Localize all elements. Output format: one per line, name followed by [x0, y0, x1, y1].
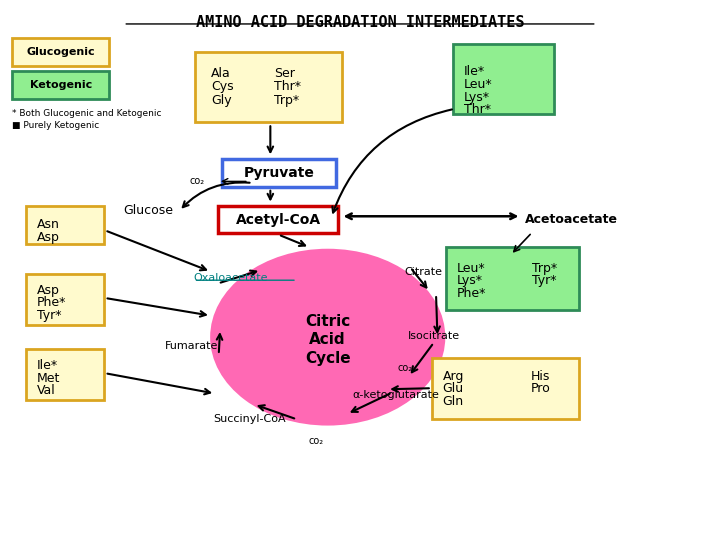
Text: Gly: Gly — [211, 94, 231, 107]
Text: Tyr*: Tyr* — [37, 309, 62, 322]
Text: Lys*: Lys* — [464, 91, 490, 104]
Text: Pyruvate: Pyruvate — [243, 166, 315, 180]
Text: Leu*: Leu* — [456, 262, 485, 275]
Text: Phe*: Phe* — [456, 287, 486, 300]
Text: ■ Purely Ketogenic: ■ Purely Ketogenic — [12, 120, 99, 130]
Text: Trp*: Trp* — [532, 262, 557, 275]
Text: * Both Glucogenic and Ketogenic: * Both Glucogenic and Ketogenic — [12, 109, 162, 118]
FancyBboxPatch shape — [222, 159, 336, 187]
Text: Glucogenic: Glucogenic — [27, 47, 95, 57]
Text: Ile*: Ile* — [464, 65, 485, 78]
Text: Asn: Asn — [37, 218, 60, 232]
Text: Asp: Asp — [37, 231, 60, 244]
Text: Trp*: Trp* — [274, 94, 299, 107]
Text: Glu: Glu — [443, 382, 464, 395]
Text: Ser: Ser — [274, 67, 294, 80]
Text: Cycle: Cycle — [305, 351, 351, 366]
Text: Ile*: Ile* — [37, 359, 58, 372]
Text: Isocitrate: Isocitrate — [408, 330, 460, 341]
Text: Asp: Asp — [37, 284, 60, 297]
FancyBboxPatch shape — [27, 349, 104, 400]
Text: Succinyl-CoA: Succinyl-CoA — [213, 414, 286, 424]
Text: Acetyl-CoA: Acetyl-CoA — [235, 213, 321, 226]
Text: co₂: co₂ — [189, 176, 204, 186]
Text: Met: Met — [37, 372, 60, 384]
FancyBboxPatch shape — [27, 274, 104, 325]
Text: Val: Val — [37, 384, 56, 397]
Text: co₂: co₂ — [397, 363, 413, 373]
FancyBboxPatch shape — [432, 357, 579, 420]
Text: Cys: Cys — [211, 80, 233, 93]
Text: Citrate: Citrate — [405, 267, 443, 276]
Circle shape — [212, 250, 444, 424]
FancyBboxPatch shape — [195, 52, 342, 122]
FancyBboxPatch shape — [12, 38, 109, 66]
FancyBboxPatch shape — [453, 44, 554, 114]
Text: Oxaloacetate: Oxaloacetate — [194, 273, 268, 282]
Text: Arg: Arg — [443, 370, 464, 383]
Text: Gln: Gln — [443, 395, 464, 408]
FancyBboxPatch shape — [218, 206, 338, 233]
Text: Phe*: Phe* — [37, 296, 67, 309]
Text: Fumarate: Fumarate — [165, 341, 218, 352]
Text: Thr*: Thr* — [464, 104, 491, 117]
FancyBboxPatch shape — [446, 247, 579, 310]
Text: Acetoacetate: Acetoacetate — [525, 213, 618, 226]
Text: Lys*: Lys* — [456, 274, 483, 287]
Text: Leu*: Leu* — [464, 78, 492, 91]
Text: co₂: co₂ — [308, 436, 323, 446]
FancyBboxPatch shape — [27, 206, 104, 244]
Text: AMINO ACID DEGRADATION INTERMEDIATES: AMINO ACID DEGRADATION INTERMEDIATES — [196, 15, 524, 30]
Text: Ketogenic: Ketogenic — [30, 80, 92, 90]
Text: Pro: Pro — [531, 382, 551, 395]
Text: Citric: Citric — [305, 314, 351, 328]
FancyBboxPatch shape — [12, 71, 109, 99]
Text: Thr*: Thr* — [274, 80, 301, 93]
Text: Tyr*: Tyr* — [532, 274, 557, 287]
Text: α-ketoglutarate: α-ketoglutarate — [353, 390, 440, 400]
Text: His: His — [531, 370, 550, 383]
Text: Acid: Acid — [310, 332, 346, 347]
Text: Ala: Ala — [211, 67, 230, 80]
Text: Glucose: Glucose — [123, 205, 174, 218]
